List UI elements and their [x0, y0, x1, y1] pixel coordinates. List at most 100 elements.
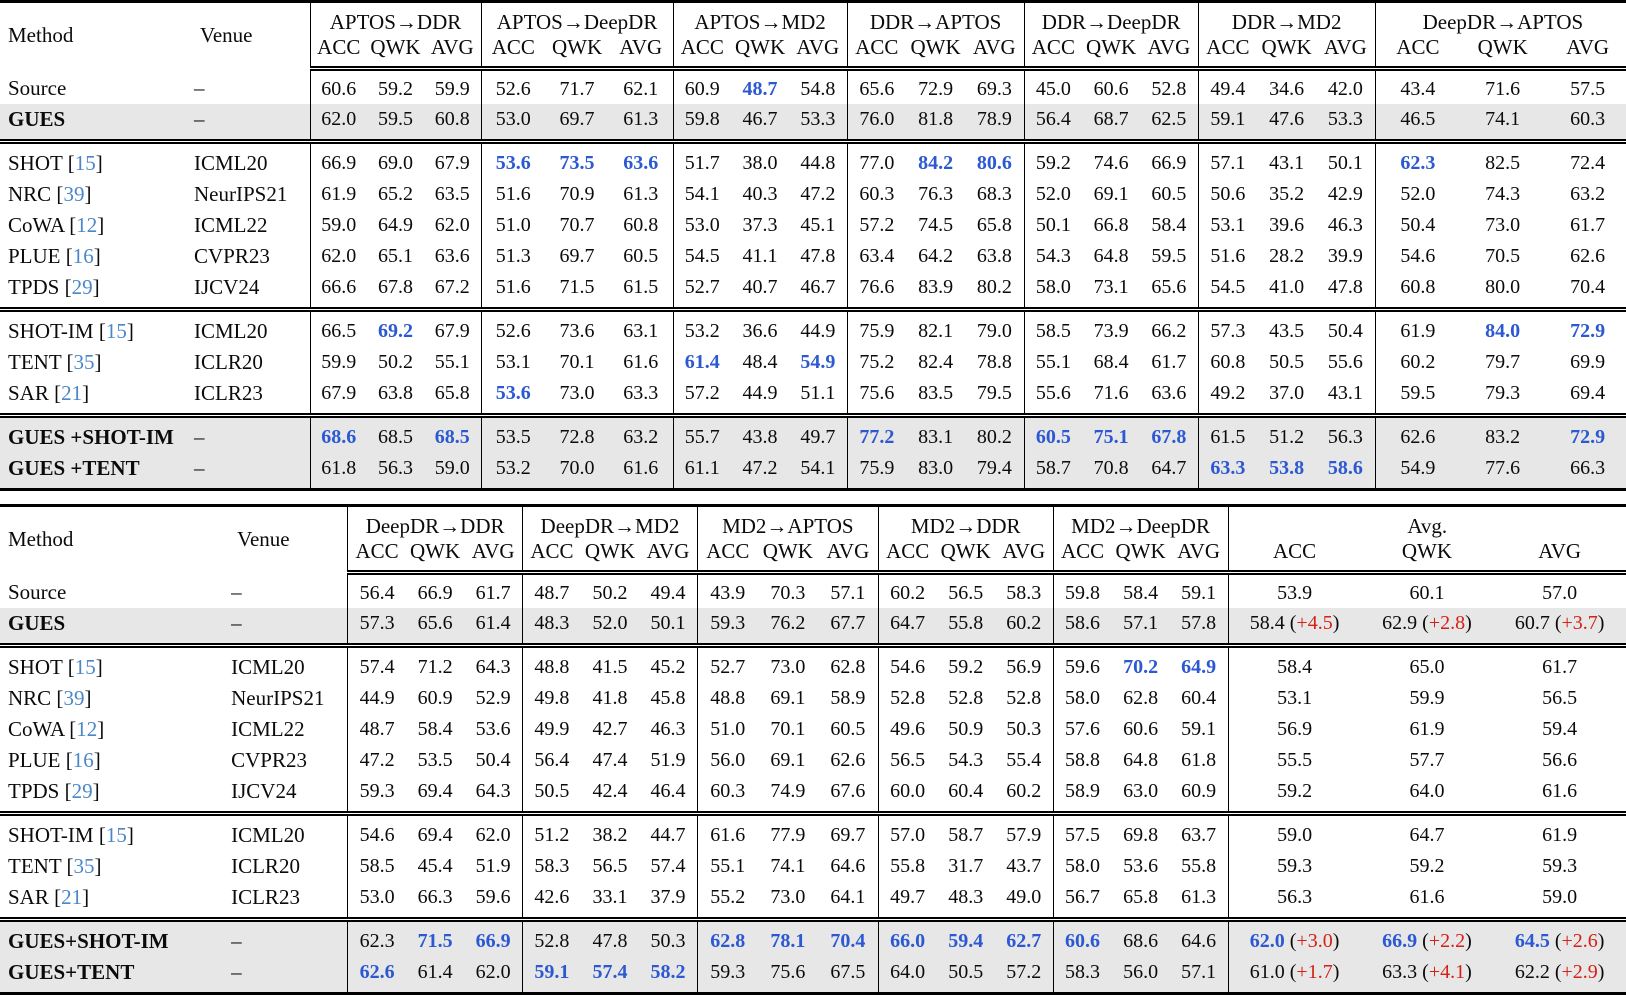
citation-number: 16 [72, 748, 94, 772]
value-cell: 71.5 [417, 930, 453, 952]
value-cell: 54.6 [1374, 241, 1461, 272]
value-cell: 60.2 [877, 572, 937, 608]
value-cell: 64.3 [475, 780, 511, 802]
value-cell: 53.0 [347, 882, 406, 920]
value-cell: 78.8 [976, 351, 1012, 373]
transfer-pair-header: DeepDR→MD2 [522, 505, 698, 539]
value-cell: 66.3 [417, 886, 453, 908]
value-cell: 69.1 [770, 749, 806, 771]
value-cell: 62.0 [475, 961, 511, 983]
value-cell: 50.5 [522, 776, 581, 814]
average-value: 59.3 [1277, 855, 1313, 877]
value-cell: 53.5 [480, 415, 546, 453]
value-cell: 69.0 [378, 152, 413, 174]
delta-value: +3.0 [1296, 930, 1333, 952]
value-cell: 52.8 [1151, 78, 1187, 100]
value-cell: 56.0 [696, 745, 758, 776]
value-cell: 67.2 [434, 276, 470, 298]
value-cell: 53.2 [480, 453, 546, 490]
average-cell: 64.0 [1361, 776, 1494, 814]
table-row: GUES +SHOT-IM – 68.6 68.5 68.5 53.5 72.8 63.2 55… [0, 415, 1626, 453]
value-cell: 62.0 [434, 214, 470, 236]
value-cell: 52.0 [592, 612, 628, 634]
value-cell: 56.4 [522, 745, 581, 776]
method-column-header: Method [8, 23, 74, 48]
value-cell: 52.8 [1006, 687, 1042, 709]
value-cell: 67.8 [1151, 426, 1187, 448]
value-cell: 56.0 [1123, 961, 1159, 983]
value-cell: 61.3 [1181, 886, 1217, 908]
value-cell: 64.7 [877, 608, 937, 646]
venue-cell: – [194, 107, 205, 131]
average-value: 61.0 [1249, 961, 1285, 983]
value-cell: 58.9 [1052, 776, 1112, 814]
value-cell: 74.6 [1093, 152, 1129, 174]
citation-number: 15 [74, 655, 96, 679]
value-cell: 70.5 [1485, 245, 1521, 267]
value-cell: 70.4 [830, 930, 866, 952]
delta-value: +2.6 [1561, 930, 1598, 952]
value-cell: 84.0 [1485, 320, 1521, 342]
average-value: 56.5 [1542, 687, 1578, 709]
method-cell: TPDS [29] [8, 275, 100, 299]
value-cell: 50.3 [1006, 718, 1042, 740]
value-cell: 60.6 [1123, 718, 1159, 740]
value-cell: 61.3 [623, 183, 659, 205]
value-cell: 53.3 [1327, 108, 1363, 130]
method-cell: TENT [35] [8, 350, 102, 374]
metric-header: AVG [1140, 35, 1199, 71]
value-cell: 62.0 [309, 241, 367, 272]
value-cell: 50.4 [1327, 320, 1363, 342]
average-cell: 59.2 [1361, 851, 1494, 882]
venue-cell: ICML20 [231, 823, 305, 847]
average-value: 56.3 [1277, 886, 1313, 908]
value-cell: 49.4 [650, 582, 686, 604]
method-cell: GUES +SHOT-IM [8, 425, 174, 449]
value-cell: 68.5 [378, 426, 413, 448]
metric-header: QWK [1082, 35, 1141, 71]
metric-header: AVG [789, 35, 848, 71]
venue-cell: – [231, 579, 242, 604]
value-cell: 53.5 [417, 749, 453, 771]
value-cell: 66.5 [309, 309, 367, 347]
value-cell: 64.9 [378, 214, 413, 236]
value-cell: 62.8 [696, 919, 758, 957]
value-cell: 46.3 [650, 718, 686, 740]
value-cell: 50.5 [948, 961, 984, 983]
value-cell: 62.0 [309, 104, 367, 142]
value-cell: 66.3 [1570, 457, 1606, 479]
metric-header: ACC [846, 35, 907, 71]
citation-number: 12 [76, 213, 98, 237]
venue-cell: ICLR23 [231, 885, 300, 909]
value-cell: 61.6 [696, 813, 758, 851]
value-cell: 67.8 [378, 276, 413, 298]
value-cell: 47.6 [1269, 108, 1305, 130]
value-cell: 57.4 [650, 855, 686, 877]
value-cell: 60.8 [623, 214, 659, 236]
value-cell: 54.5 [1197, 272, 1258, 310]
average-value: 62.2 [1514, 961, 1550, 983]
method-cell: SHOT [15] [8, 151, 103, 175]
value-cell: 45.2 [650, 656, 686, 678]
average-value: 60.7 [1514, 612, 1550, 634]
method-section: GUES +SHOT-IM – 68.6 68.5 68.5 53.5 72.8 63.2 55… [0, 415, 1626, 490]
value-cell: 57.1 [1197, 141, 1258, 179]
value-cell: 44.8 [800, 152, 836, 174]
citation-number: 21 [61, 885, 83, 909]
value-cell: 66.2 [1151, 320, 1187, 342]
metric-header: AVG [464, 539, 523, 575]
metric-header: QWK [906, 35, 966, 71]
citation-number: 35 [73, 350, 95, 374]
metric-header: AVG [1493, 539, 1626, 575]
value-cell: 51.6 [1197, 241, 1258, 272]
value-cell: 78.9 [976, 108, 1012, 130]
value-cell: 33.1 [592, 886, 628, 908]
value-cell: 59.6 [1052, 645, 1112, 683]
venue-cell: – [231, 929, 242, 953]
value-cell: 50.1 [1327, 152, 1363, 174]
value-cell: 53.6 [475, 718, 511, 740]
value-cell: 69.4 [417, 824, 453, 846]
value-cell: 64.3 [475, 656, 511, 678]
value-cell: 43.5 [1269, 320, 1305, 342]
value-cell: 66.6 [309, 272, 367, 310]
